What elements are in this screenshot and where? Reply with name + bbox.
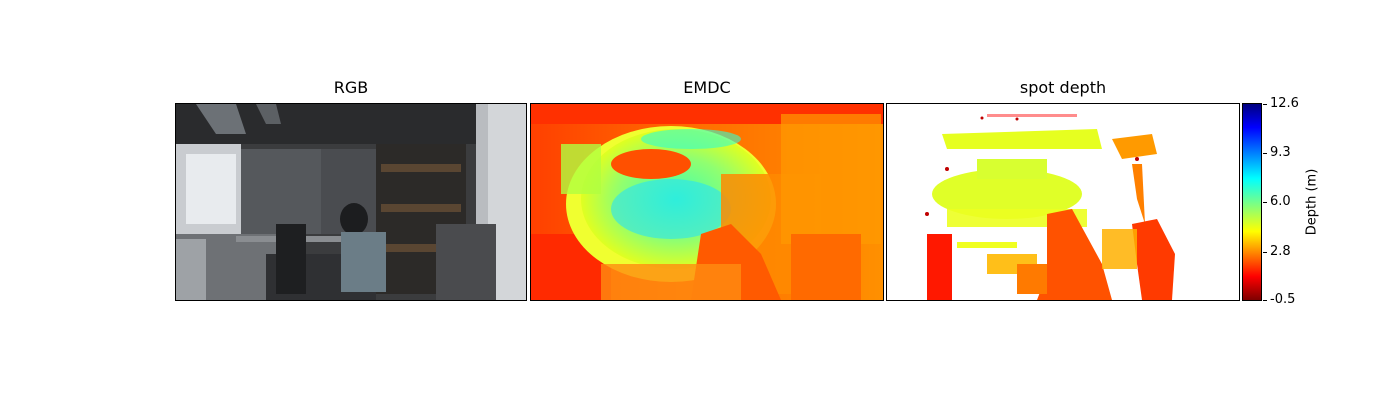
depth-colorbar (1242, 103, 1262, 301)
colorbar-tick (1263, 104, 1267, 105)
colorbar-tick (1263, 300, 1267, 301)
emdc-title: EMDC (683, 78, 731, 97)
rgb-image (175, 103, 527, 301)
colorbar-tick-label: 2.8 (1270, 244, 1291, 259)
colorbar-tick (1263, 153, 1267, 154)
spot-depth-title: spot depth (1019, 78, 1107, 97)
colorbar-tick-label: 12.6 (1270, 96, 1299, 111)
colorbar-tick-label: 6.0 (1270, 194, 1291, 209)
colorbar-tick-label: 9.3 (1270, 145, 1291, 160)
colorbar-tick-label: -0.5 (1270, 292, 1296, 307)
colorbar-tick (1263, 252, 1267, 253)
colorbar-label: Depth (m) (1304, 168, 1320, 236)
spot-depth-map (886, 103, 1240, 301)
colorbar-tick (1263, 202, 1267, 203)
rgb-title: RGB (333, 78, 369, 97)
emdc-depth-map (530, 103, 884, 301)
